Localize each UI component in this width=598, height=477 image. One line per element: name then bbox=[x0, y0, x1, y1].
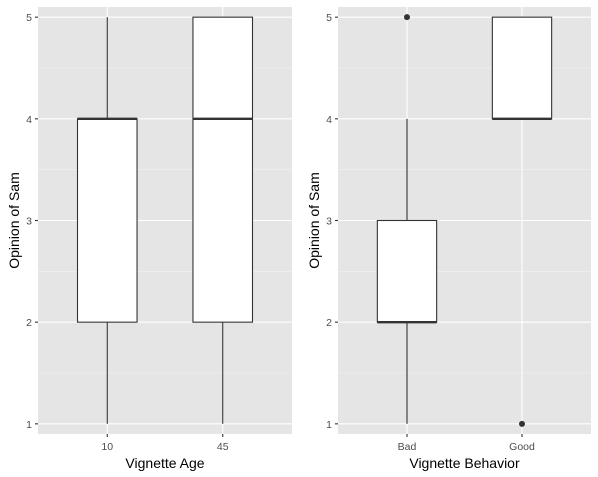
behavior-y-tick-label: 2 bbox=[326, 317, 332, 329]
behavior-y-axis-title: Opinion of Sam bbox=[306, 172, 322, 269]
age-y-tick-label: 3 bbox=[26, 216, 32, 228]
behavior-box-Bad bbox=[376, 14, 438, 424]
behavior-box-Good bbox=[491, 16, 553, 427]
interquartile-box bbox=[192, 16, 254, 323]
behavior-y-tick-label: 1 bbox=[326, 419, 332, 431]
age-y-tick-label: 2 bbox=[26, 317, 32, 329]
interquartile-box bbox=[76, 118, 138, 323]
behavior-x-tick-label: Good bbox=[509, 441, 535, 453]
age-x-tick-label: 45 bbox=[217, 441, 229, 453]
behavior-y-tick-label: 4 bbox=[326, 114, 332, 126]
age-box-45 bbox=[192, 16, 254, 424]
age-y-tick-label: 5 bbox=[26, 12, 32, 24]
age-y-tick-label: 4 bbox=[26, 114, 32, 126]
age-box-10 bbox=[76, 17, 138, 424]
age-y-tick-label: 1 bbox=[26, 419, 32, 431]
behavior-y-tick-label: 5 bbox=[326, 12, 332, 24]
behavior-x-axis-title: Vignette Behavior bbox=[409, 455, 520, 471]
age-y-axis-title: Opinion of Sam bbox=[6, 172, 22, 269]
age-x-tick-label: 10 bbox=[101, 441, 113, 453]
outlier-point bbox=[404, 14, 410, 21]
behavior-panel: 1 2 3 4 5 Bad Good Vignette Behavior Opinion of … bbox=[306, 7, 591, 471]
behavior-x-tick-label: Bad bbox=[398, 441, 417, 453]
age-x-axis-title: Vignette Age bbox=[125, 455, 204, 471]
behavior-y-tick-label: 3 bbox=[326, 216, 332, 228]
interquartile-box bbox=[376, 219, 438, 323]
outlier-point bbox=[519, 420, 525, 427]
interquartile-box bbox=[491, 16, 553, 120]
